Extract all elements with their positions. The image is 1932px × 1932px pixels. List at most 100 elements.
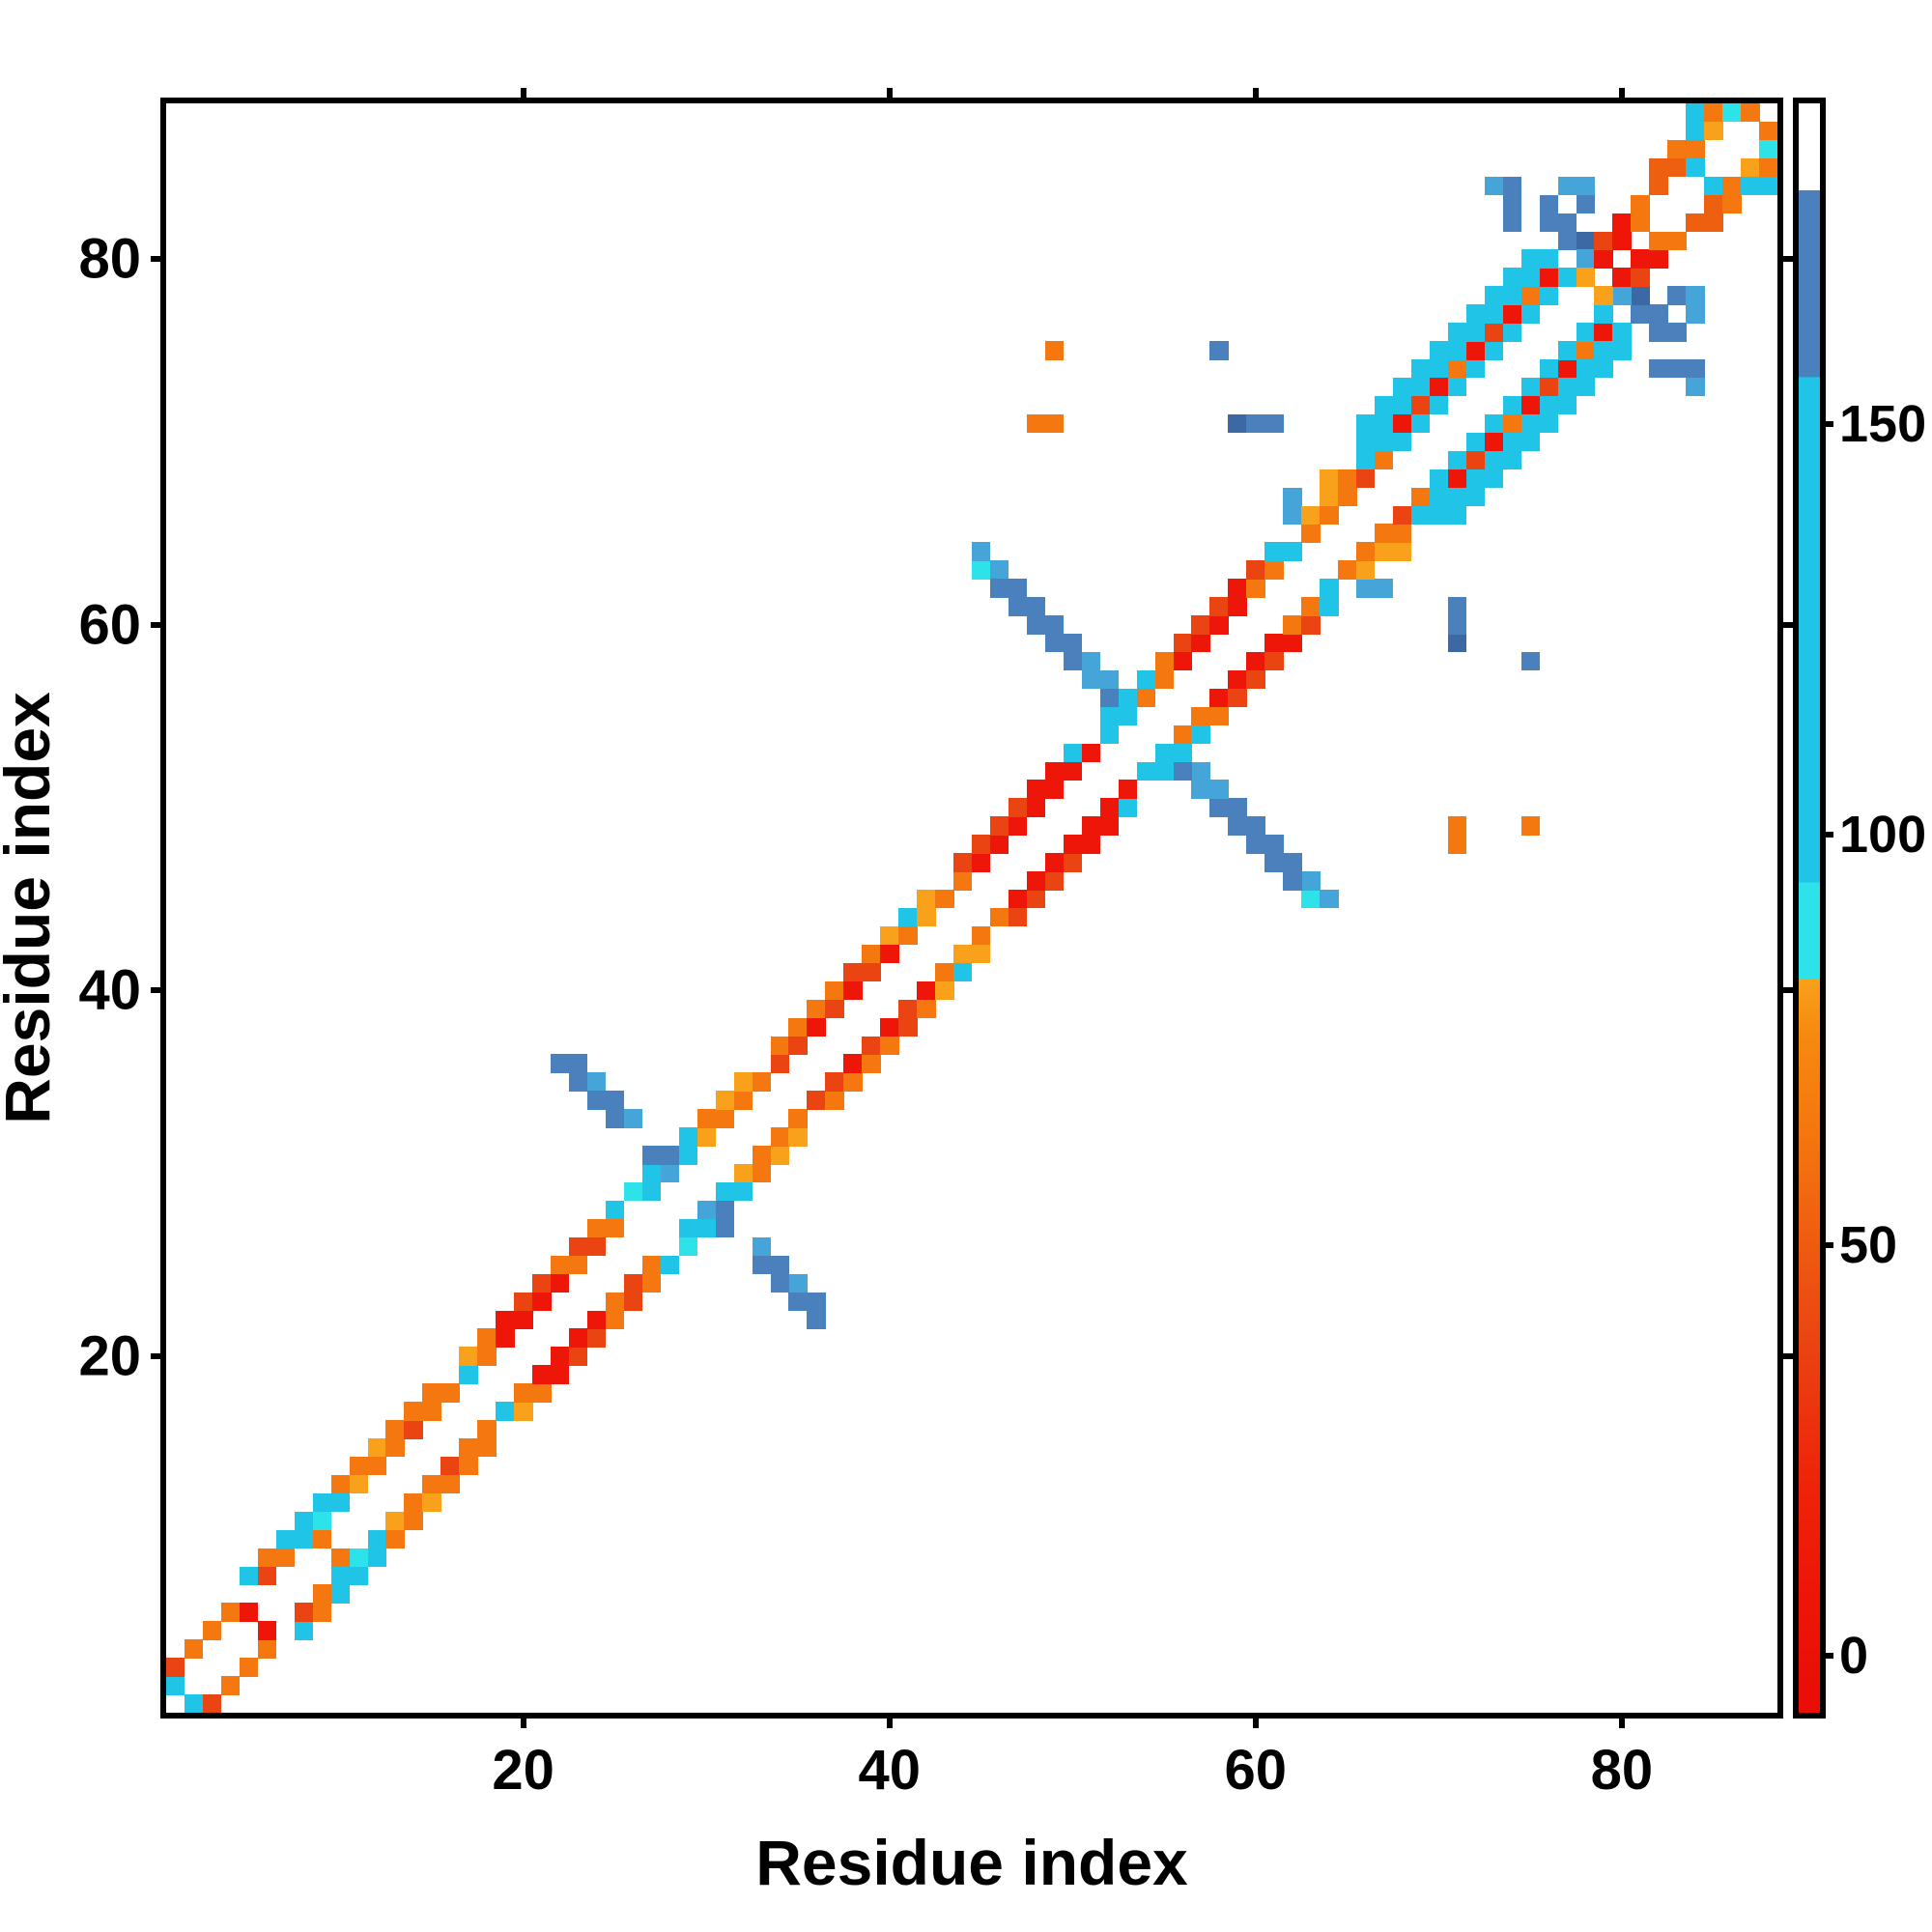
heatmap-cell [1465,432,1486,452]
heatmap-cell [1246,835,1265,854]
heatmap-cell [404,1402,423,1421]
heatmap-cell [972,925,991,946]
heatmap-cell [862,962,881,982]
heatmap-cell [1465,469,1486,489]
heatmap-cell [459,1456,478,1476]
heatmap-cell [1539,286,1559,305]
heatmap-cell [623,1273,643,1293]
y-axis-tick [151,255,166,262]
heatmap-cell [935,890,954,909]
x-tick-label: 60 [1224,1739,1288,1802]
heatmap-cell [1484,341,1504,360]
y-axis-tick [1777,987,1793,994]
heatmap-cell [1612,213,1632,232]
heatmap-cell [1722,194,1742,214]
heatmap-cell [569,1328,588,1348]
heatmap-cell [1410,395,1431,415]
heatmap-cell [239,1566,259,1585]
heatmap-cell [1759,139,1778,159]
heatmap-cell [349,1456,368,1476]
heatmap-cell [917,999,936,1019]
heatmap-cell [880,925,899,946]
heatmap-cell [551,1273,570,1293]
heatmap-cell [972,560,991,580]
heatmap-cell [1649,157,1668,178]
heatmap-cell [605,1310,625,1329]
heatmap-cell [1392,413,1412,434]
y-axis-tick [1777,1352,1793,1359]
heatmap-cell [1502,323,1522,342]
heatmap-cell [1631,304,1650,324]
heatmap-plot: 20 40 60 80 20 40 60 80 [78,88,1793,1802]
heatmap-cell [1209,615,1229,635]
heatmap-cell [1246,579,1265,598]
heatmap-cell [788,1127,808,1147]
colorbar-tick [1820,1652,1833,1659]
heatmap-cell [1484,413,1504,434]
heatmap-cell [257,1639,277,1659]
y-tick-label: 40 [78,958,141,1022]
heatmap-cell [1502,213,1522,232]
heatmap-cell [1576,341,1595,360]
colorbar-tick-label: 0 [1839,1626,1869,1685]
heatmap-cell [1008,798,1028,817]
heatmap-cell [1447,359,1467,379]
heatmap-cell [385,1529,405,1549]
heatmap-cell [1429,487,1449,506]
heatmap-cell [1320,890,1339,909]
heatmap-cell [1594,249,1613,269]
heatmap-cell [1410,487,1431,506]
heatmap-cell [1576,323,1595,342]
heatmap-cell [551,1255,570,1275]
x-tick-label: 40 [858,1739,921,1802]
colorbar-tick-label: 100 [1839,805,1927,864]
heatmap-cell [312,1511,332,1531]
heatmap-cell [220,1603,241,1622]
heatmap-cell [1301,871,1321,891]
heatmap-cell [1044,780,1065,799]
heatmap-cell [1520,432,1541,452]
heatmap-cell [1759,121,1778,141]
heatmap-cell [330,1492,351,1513]
heatmap-cell [404,1420,423,1439]
heatmap-cell [1026,615,1046,635]
heatmap-cell [1465,359,1486,379]
heatmap-cell [770,1036,789,1055]
colorbar: 0 50 100 150 [1793,98,1926,1719]
heatmap-cell [1465,323,1486,342]
heatmap-cell [551,1365,570,1384]
heatmap-cell [696,1200,717,1220]
heatmap-cell [1429,377,1449,397]
heatmap-cell [1356,432,1376,452]
heatmap-cell [623,1292,643,1311]
heatmap-cell [807,1017,826,1037]
heatmap-cell [569,1255,588,1275]
heatmap-cell [1191,706,1210,726]
heatmap-cell [1447,341,1467,360]
heatmap-cell [440,1474,460,1494]
heatmap-cell [825,999,844,1019]
heatmap-cell [1228,669,1247,690]
heatmap-cell [1539,249,1559,269]
heatmap-cell [641,1255,662,1275]
heatmap-cell [1594,359,1613,379]
heatmap-cell [202,1621,222,1640]
heatmap-cell [514,1402,533,1421]
heatmap-cell [1191,761,1210,781]
colorbar-tick [1820,831,1833,838]
heatmap-cell [1063,835,1083,854]
heatmap-cell [1173,743,1192,763]
heatmap-cell [367,1438,386,1458]
heatmap-cell [1118,798,1138,817]
heatmap-cell [477,1438,497,1458]
heatmap-cell [385,1511,405,1531]
heatmap-cell [275,1529,296,1549]
heatmap-cell [294,1529,314,1549]
heatmap-cell [586,1328,607,1348]
heatmap-cell [422,1492,441,1513]
heatmap-cell [1136,761,1156,781]
heatmap-cell [312,1603,332,1622]
heatmap-cell [770,1146,789,1165]
heatmap-cell [1375,432,1394,452]
heatmap-cell [1044,615,1065,635]
